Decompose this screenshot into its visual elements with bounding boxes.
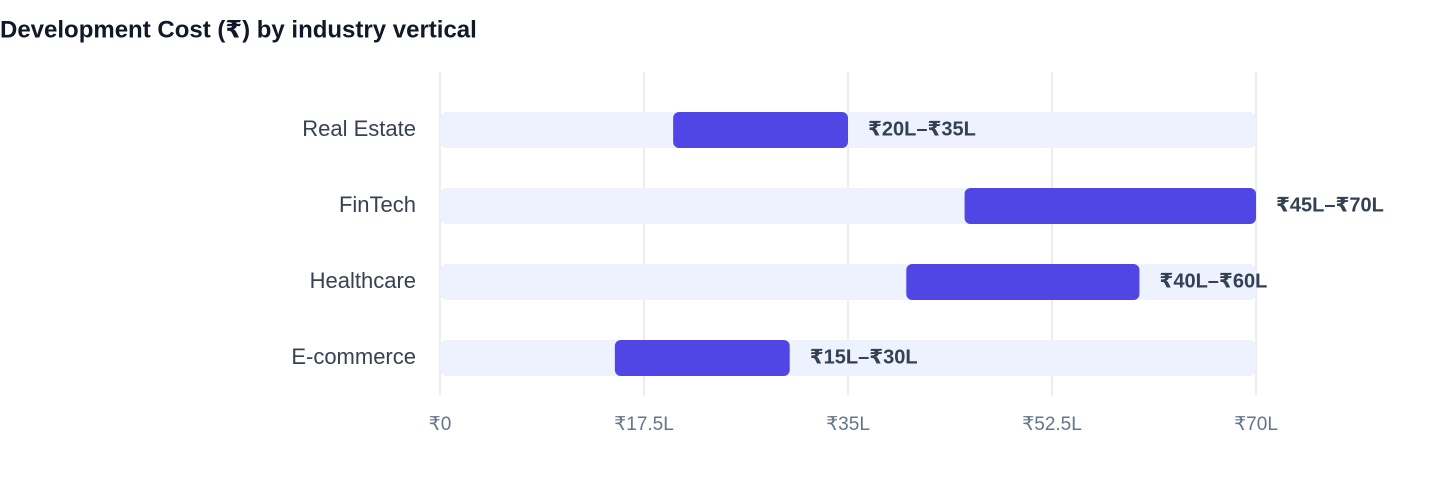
bar <box>614 340 790 376</box>
value-label: ₹20L–₹35L <box>868 118 976 140</box>
category-label: Real Estate <box>302 116 416 141</box>
x-tick-label: ₹35L <box>826 414 870 435</box>
bar <box>964 188 1256 224</box>
x-tick-label: ₹70L <box>1234 414 1278 435</box>
x-tick-label: ₹52.5L <box>1022 414 1082 435</box>
category-label: Healthcare <box>310 268 416 293</box>
bar <box>673 112 848 148</box>
category-label: E-commerce <box>291 344 416 369</box>
category-label: FinTech <box>339 192 416 217</box>
value-label: ₹40L–₹60L <box>1159 270 1267 292</box>
value-label: ₹45L–₹70L <box>1276 194 1384 216</box>
bar <box>906 264 1140 300</box>
x-tick-label: ₹17.5L <box>614 414 674 435</box>
x-tick-label: ₹0 <box>429 414 452 435</box>
chart-title: Development Cost (₹) by industry vertica… <box>0 16 477 43</box>
value-label: ₹15L–₹30L <box>810 346 918 368</box>
